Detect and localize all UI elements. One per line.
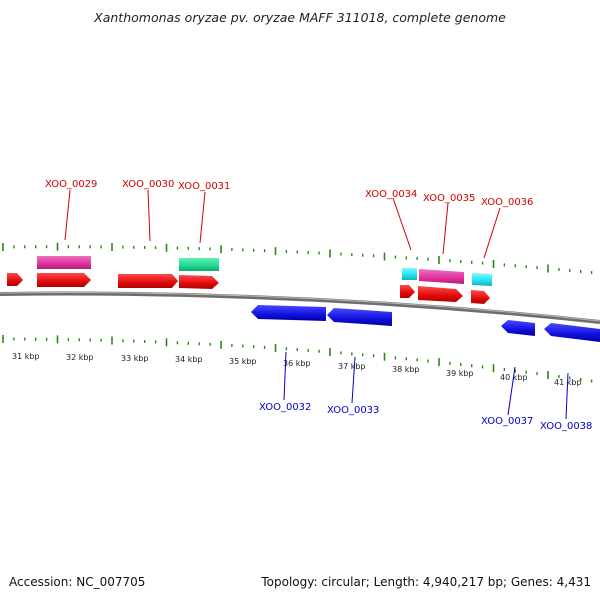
cds-arrow-reverse[interactable] (501, 320, 535, 336)
scale-label: 36 kbp (283, 359, 311, 368)
scale-label: 39 kbp (446, 369, 474, 378)
leader-line (392, 197, 412, 251)
gene-label-bottom[interactable]: XOO_0038 (540, 421, 592, 432)
forward-features (7, 256, 492, 304)
gene-label-top[interactable]: XOO_0029 (45, 179, 97, 190)
scale-label: 38 kbp (392, 365, 420, 374)
scale-label: 32 kbp (66, 353, 94, 362)
cds-arrow[interactable] (7, 273, 23, 286)
map-title: Xanthomonas oryzae pv. oryzae MAFF 31101… (94, 10, 506, 25)
forward-tick-row (2, 242, 593, 275)
gene-label-bottom[interactable]: XOO_0033 (327, 405, 379, 416)
feature-teal-1[interactable] (179, 258, 219, 271)
cds-arrow[interactable] (179, 275, 219, 289)
cds-arrow[interactable] (471, 290, 490, 304)
cds-arrow[interactable] (418, 286, 463, 302)
scale-label: 31 kbp (12, 352, 40, 361)
leader-line (199, 191, 206, 244)
cds-arrow-reverse[interactable] (251, 305, 326, 321)
reverse-tick-row (2, 335, 593, 383)
gene-label-top[interactable]: XOO_0035 (423, 193, 475, 204)
scale-label: 33 kbp (121, 354, 149, 363)
gene-label-bottom[interactable]: XOO_0032 (259, 402, 311, 413)
leader-line (283, 351, 287, 401)
leader-line (483, 207, 501, 259)
cds-arrow[interactable] (37, 273, 91, 287)
reverse-features (251, 305, 600, 342)
leader-line (507, 366, 516, 416)
accession-text: Accession: NC_007705 (9, 575, 146, 589)
genome-summary-text: Topology: circular; Length: 4,940,217 bp… (261, 575, 591, 589)
leader-line (565, 372, 569, 420)
cds-arrow[interactable] (118, 274, 178, 288)
cds-arrow[interactable] (400, 285, 415, 298)
leader-line (442, 202, 449, 255)
scale-labels: 31 kbp 32 kbp 33 kbp 34 kbp 35 kbp 36 kb… (12, 352, 582, 387)
scale-label: 34 kbp (175, 355, 203, 364)
gene-label-top[interactable]: XOO_0036 (481, 197, 533, 208)
gene-label-top[interactable]: XOO_0031 (178, 181, 230, 192)
genome-backbone (0, 291, 600, 324)
cds-arrow-reverse[interactable] (327, 308, 392, 326)
gene-label-top[interactable]: XOO_0030 (122, 179, 174, 190)
scale-label: 35 kbp (229, 357, 257, 366)
leader-line (351, 356, 356, 404)
genome-backbone-highlight (0, 292, 600, 322)
feature-cyan-2[interactable] (472, 273, 492, 286)
cds-arrow-reverse[interactable] (544, 323, 600, 342)
scale-label: 37 kbp (338, 362, 366, 371)
leader-line (147, 189, 151, 242)
gene-label-top[interactable]: XOO_0034 (365, 189, 417, 200)
reverse-gene-labels: XOO_0032 XOO_0033 XOO_0037 XOO_0038 (259, 351, 592, 432)
feature-cyan-1[interactable] (402, 268, 417, 280)
gene-label-bottom[interactable]: XOO_0037 (481, 416, 533, 427)
forward-gene-labels: XOO_0029 XOO_0030 XOO_0031 XOO_0034 XOO_… (45, 179, 533, 259)
feature-pink-2[interactable] (419, 269, 464, 284)
feature-pink-1[interactable] (37, 256, 91, 269)
leader-line (64, 189, 71, 241)
